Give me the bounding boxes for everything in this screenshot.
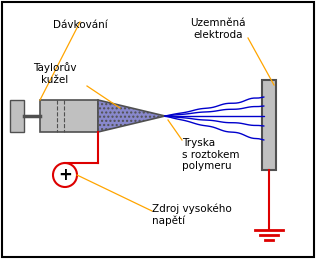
Text: Tryska
s roztokem
polymeru: Tryska s roztokem polymeru: [182, 138, 240, 171]
Bar: [10, 100, 24, 132]
Text: Uzemněná
elektroda: Uzemněná elektroda: [190, 18, 246, 40]
Circle shape: [53, 163, 77, 187]
Text: Taylorův
kužel: Taylorův kužel: [33, 62, 77, 84]
Text: Zdroj vysokého
napětí: Zdroj vysokého napětí: [152, 203, 232, 226]
Bar: [40, 100, 98, 132]
Text: +: +: [58, 166, 72, 184]
Polygon shape: [98, 100, 165, 132]
Text: Dávkování: Dávkování: [53, 20, 107, 30]
Bar: [262, 80, 276, 170]
